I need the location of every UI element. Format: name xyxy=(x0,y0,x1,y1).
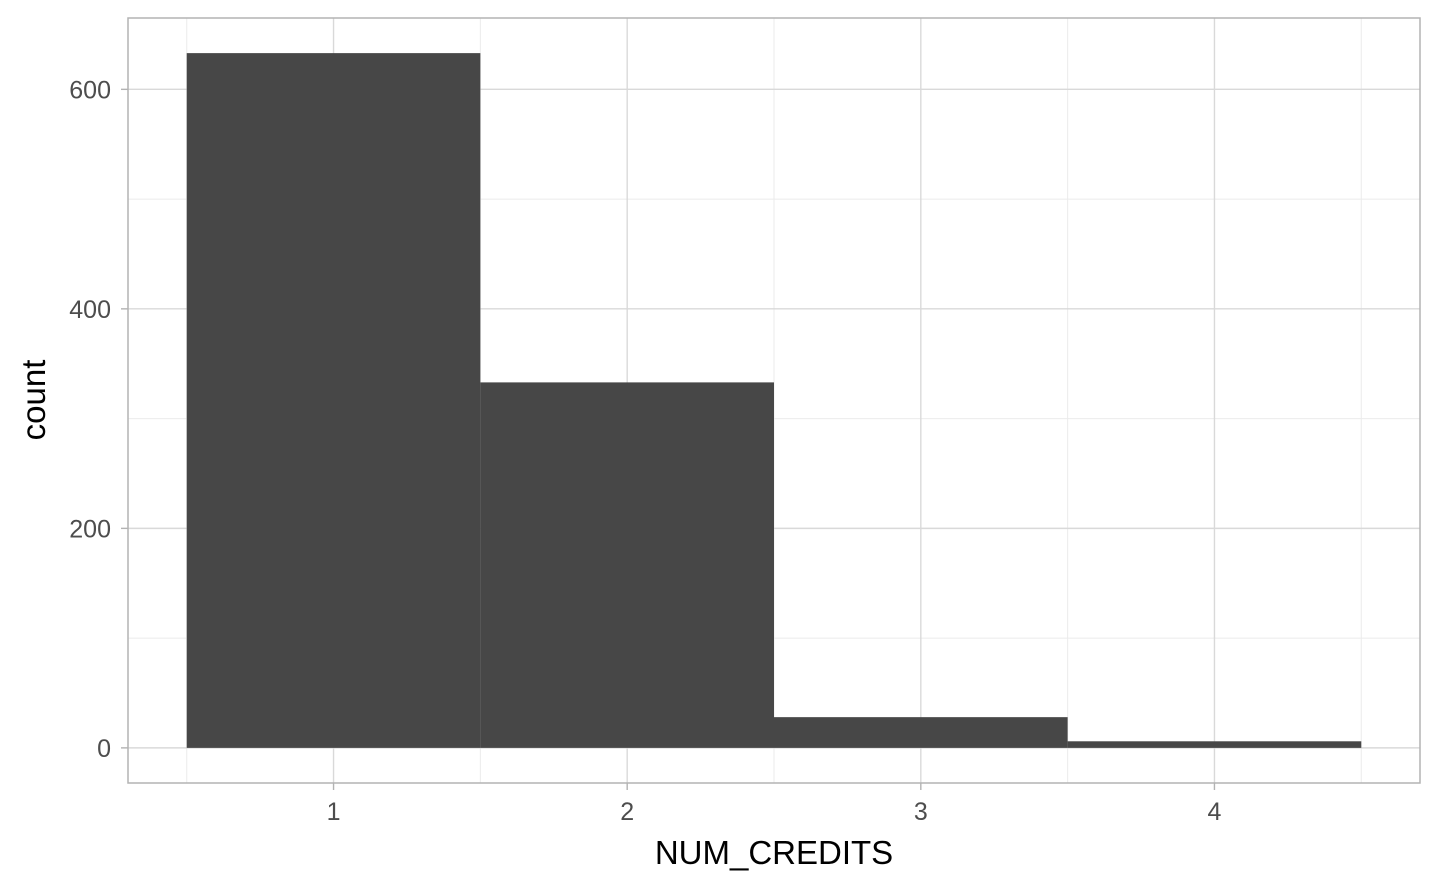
y-tick-label: 600 xyxy=(69,76,111,104)
x-axis-title: NUM_CREDITS xyxy=(655,834,893,871)
bars xyxy=(186,53,1362,748)
panel-border xyxy=(127,17,1421,784)
histogram-bar-4 xyxy=(1067,741,1362,748)
x-tick-label: 1 xyxy=(327,798,341,826)
x-tick-label: 4 xyxy=(1208,798,1222,826)
histogram-bar-1 xyxy=(186,53,481,748)
x-tick-label: 3 xyxy=(914,798,928,826)
x-tick-label: 2 xyxy=(620,798,634,826)
y-tick-label: 0 xyxy=(97,735,111,763)
y-tick-label: 400 xyxy=(69,296,111,324)
axis-ticks: 1 2 3 4 0 200 400 600 xyxy=(69,76,1221,826)
histogram-bar-2 xyxy=(480,382,774,748)
y-tick-label: 200 xyxy=(69,515,111,543)
y-axis-title: count xyxy=(15,360,52,441)
histogram-bar-3 xyxy=(774,717,1068,748)
